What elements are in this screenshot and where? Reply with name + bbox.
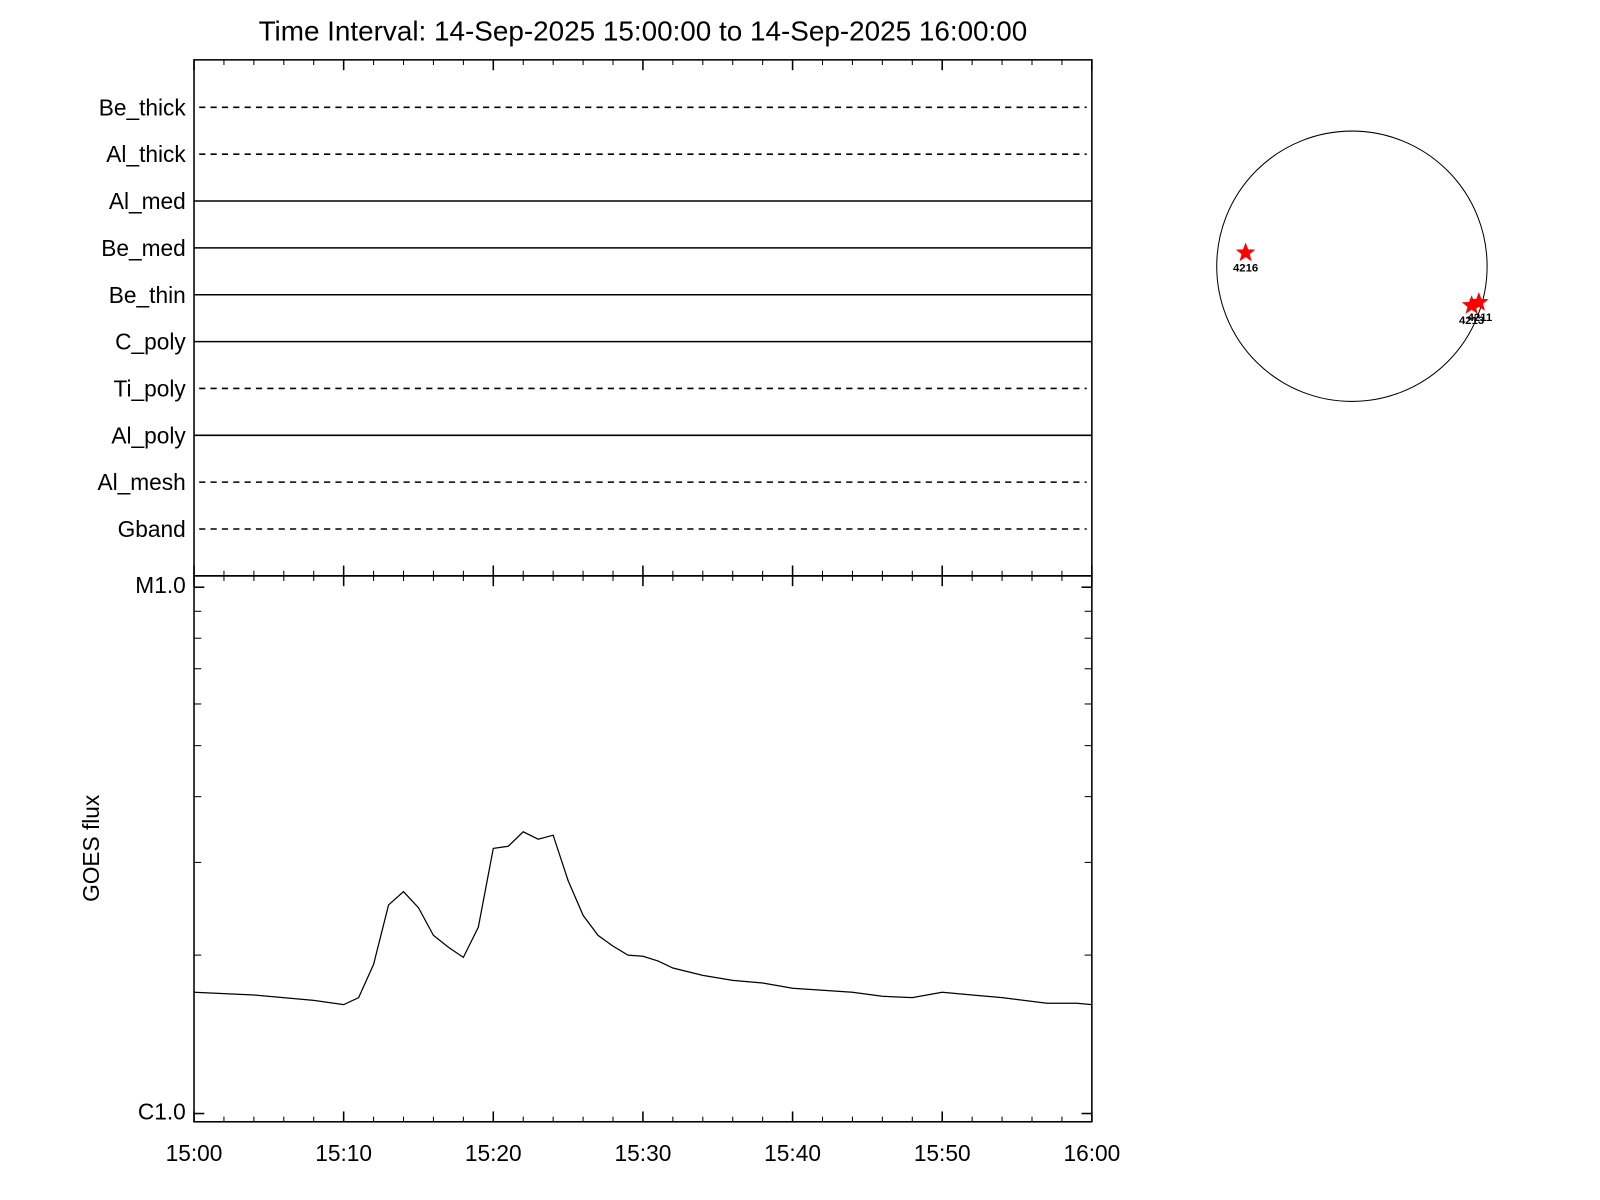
x-tick-label: 15:10 xyxy=(315,1140,372,1166)
row-label: Be_thin xyxy=(109,282,186,308)
x-tick-label: 15:30 xyxy=(615,1140,672,1166)
x-tick-label: 16:00 xyxy=(1063,1140,1120,1166)
row-label: Al_poly xyxy=(111,422,186,448)
y-axis-label: GOES flux xyxy=(78,794,104,902)
x-tick-label: 15:20 xyxy=(465,1140,522,1166)
region-label: 4213 xyxy=(1459,315,1484,327)
row-label: Al_med xyxy=(109,188,186,214)
row-label: Al_thick xyxy=(106,141,186,167)
solar-disk xyxy=(1216,130,1488,402)
top-panel-frame xyxy=(193,59,1093,577)
region-star xyxy=(1469,292,1489,311)
x-tick-label: 15:50 xyxy=(914,1140,971,1166)
row-label: Be_med xyxy=(101,235,186,261)
row-label: Ti_poly xyxy=(113,376,186,402)
row-label: Be_thick xyxy=(99,94,187,120)
bottom-panel-frame xyxy=(193,575,1093,1123)
y-tick-label: M1.0 xyxy=(135,572,185,598)
x-tick-label: 15:00 xyxy=(166,1140,223,1166)
x-tick-label: 15:40 xyxy=(764,1140,821,1166)
row-label: Al_mesh xyxy=(97,469,185,495)
row-label: C_poly xyxy=(115,329,186,355)
row-label: Gband xyxy=(118,516,186,542)
y-tick-label: C1.0 xyxy=(138,1099,186,1125)
region-star xyxy=(1461,295,1482,314)
region-label: 4216 xyxy=(1233,262,1258,274)
chart-title: Time Interval: 14-Sep-2025 15:00:00 to 1… xyxy=(259,15,1028,46)
flux-line xyxy=(193,831,1092,1006)
region-label: 4211 xyxy=(1468,312,1493,324)
region-star xyxy=(1235,242,1256,262)
